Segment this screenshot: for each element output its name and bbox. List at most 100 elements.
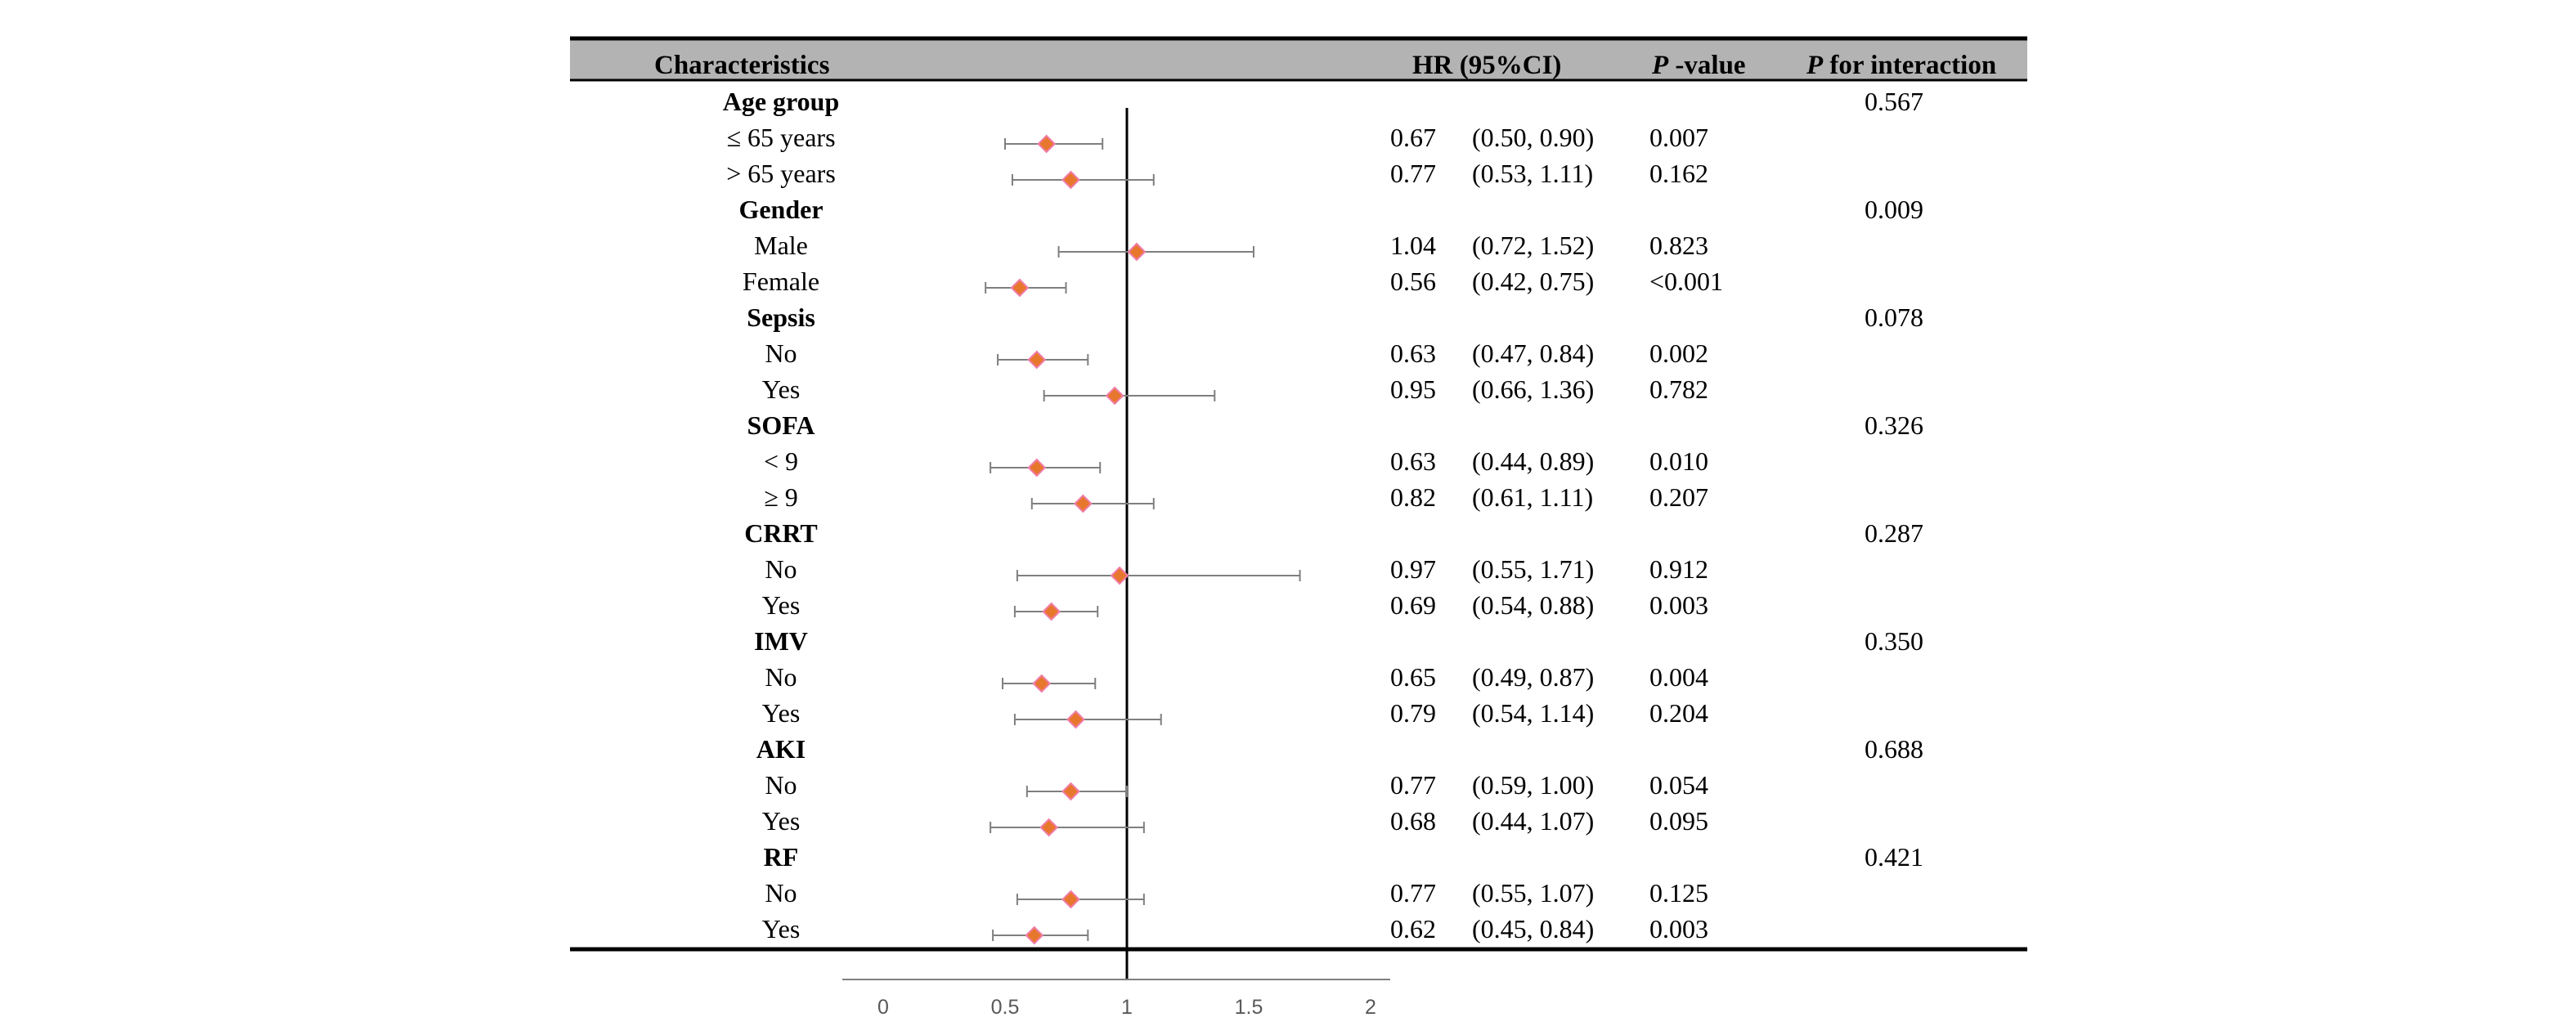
ci-value: (0.61, 1.11) (1472, 482, 1593, 512)
p-value: 0.007 (1649, 123, 1708, 152)
x-tick-label: 2 (1365, 996, 1376, 1019)
header-characteristics: Characteristics (654, 51, 830, 80)
subgroup-row: Yes 0.69 (0.54, 0.88) 0.003 (762, 590, 1708, 621)
hr-value: 0.62 (1390, 914, 1436, 944)
subgroup-label: No (765, 770, 797, 800)
header-band (570, 38, 2027, 80)
p-value: 0.782 (1649, 374, 1708, 404)
p-value: 0.004 (1649, 662, 1708, 692)
ci-value: (0.44, 1.07) (1472, 806, 1594, 836)
rows-layer: Age group 0.567 ≤ 65 years 0.67 (0.50, 0.90)… (723, 87, 1923, 945)
p-interaction-value: 0.421 (1865, 842, 1923, 872)
p-value: 0.002 (1649, 338, 1708, 368)
subgroup-row: Yes 0.79 (0.54, 1.14) 0.204 (762, 698, 1708, 729)
p-value: 0.095 (1649, 806, 1708, 836)
subgroup-label: > 65 years (726, 159, 836, 188)
header-p-value: P -value (1651, 51, 1746, 80)
header-p-interaction: P for interaction (1806, 51, 1996, 80)
hr-value: 0.82 (1390, 482, 1436, 512)
hr-marker (1042, 602, 1061, 621)
hr-marker (1025, 926, 1044, 945)
ci-value: (0.54, 1.14) (1472, 698, 1594, 728)
p-interaction-value: 0.688 (1865, 734, 1923, 764)
hr-marker (1127, 242, 1147, 262)
hr-marker (1027, 350, 1047, 370)
hr-value: 0.67 (1390, 123, 1436, 152)
x-axis: 0 0.5 1 1.5 2 (842, 979, 1390, 1019)
group-row: SOFA 0.326 (747, 410, 1923, 440)
x-tick-label: 0.5 (991, 996, 1020, 1019)
group-label: Sepsis (747, 303, 815, 332)
x-tick-label: 1.5 (1235, 996, 1263, 1019)
subgroup-row: > 65 years 0.77 (0.53, 1.11) 0.162 (726, 159, 1708, 190)
subgroup-row: Female 0.56 (0.42, 0.75) <0.001 (743, 267, 1723, 298)
subgroup-label: ≥ 9 (764, 482, 798, 512)
p-value: 0.823 (1649, 231, 1708, 260)
p-interaction-value: 0.009 (1865, 195, 1923, 224)
header-hr-ci: HR (95%CI) (1412, 51, 1561, 80)
hr-marker (1039, 818, 1059, 837)
p-value: 0.207 (1649, 482, 1708, 512)
p-interaction-value: 0.350 (1865, 626, 1923, 656)
hr-marker (1032, 674, 1052, 693)
ci-value: (0.66, 1.36) (1472, 374, 1594, 404)
header-p-value-rest: -value (1668, 51, 1745, 80)
group-label: SOFA (747, 410, 815, 440)
group-label: Gender (738, 195, 823, 224)
ci-value: (0.53, 1.11) (1472, 159, 1593, 188)
hr-value: 1.04 (1390, 231, 1436, 260)
hr-value: 0.77 (1390, 770, 1436, 800)
group-label: AKI (756, 734, 806, 764)
p-value: 0.162 (1649, 159, 1708, 188)
subgroup-label: < 9 (764, 446, 798, 476)
subgroup-label: Male (754, 231, 808, 260)
group-row: RF 0.421 (764, 842, 1923, 872)
subgroup-label: No (765, 878, 797, 908)
ci-value: (0.49, 0.87) (1472, 662, 1594, 692)
ci-value: (0.55, 1.07) (1472, 878, 1594, 908)
header-p-interaction-rest: for interaction (1823, 51, 1996, 80)
p-interaction-value: 0.326 (1865, 410, 1923, 440)
hr-value: 0.56 (1390, 267, 1436, 296)
group-row: Sepsis 0.078 (747, 303, 1923, 332)
x-tick-label: 0 (877, 996, 889, 1019)
subgroup-label: Yes (762, 698, 801, 728)
subgroup-label: Yes (762, 374, 801, 404)
p-value: 0.003 (1649, 590, 1708, 620)
hr-value: 0.63 (1390, 446, 1436, 476)
ci-value: (0.59, 1.00) (1472, 770, 1594, 800)
hr-marker (1027, 458, 1047, 477)
hr-value: 0.77 (1390, 878, 1436, 908)
p-interaction-value: 0.287 (1865, 518, 1923, 548)
group-label: Age group (723, 87, 840, 116)
subgroup-label: Female (743, 267, 819, 296)
hr-marker (1010, 278, 1030, 298)
hr-marker (1105, 386, 1124, 406)
group-label: RF (764, 842, 799, 872)
ci-value: (0.47, 0.84) (1472, 338, 1594, 368)
p-value: 0.003 (1649, 914, 1708, 944)
subgroup-row: No 0.97 (0.55, 1.71) 0.912 (765, 554, 1708, 585)
subgroup-label: No (765, 338, 797, 368)
subgroup-row: No 0.65 (0.49, 0.87) 0.004 (765, 662, 1708, 693)
p-value: 0.125 (1649, 878, 1708, 908)
group-row: IMV 0.350 (754, 626, 1923, 656)
ci-value: (0.54, 0.88) (1472, 590, 1594, 620)
subgroup-row: ≤ 65 years 0.67 (0.50, 0.90) 0.007 (726, 123, 1708, 154)
subgroup-label: No (765, 554, 797, 584)
subgroup-label: Yes (762, 590, 801, 620)
subgroup-row: No 0.63 (0.47, 0.84) 0.002 (765, 338, 1708, 370)
subgroup-row: Yes 0.95 (0.66, 1.36) 0.782 (762, 374, 1708, 406)
group-row: Age group 0.567 (723, 87, 1923, 116)
subgroup-label: No (765, 662, 797, 692)
hr-marker (1066, 710, 1085, 729)
hr-marker (1110, 566, 1129, 585)
ci-value: (0.44, 0.89) (1472, 446, 1594, 476)
p-value: 0.204 (1649, 698, 1708, 728)
subgroup-row: No 0.77 (0.59, 1.00) 0.054 (765, 770, 1708, 801)
subgroup-row: < 9 0.63 (0.44, 0.89) 0.010 (764, 446, 1708, 477)
hr-marker (1037, 134, 1057, 154)
subgroup-row: No 0.77 (0.55, 1.07) 0.125 (765, 878, 1708, 909)
hr-value: 0.95 (1390, 374, 1436, 404)
